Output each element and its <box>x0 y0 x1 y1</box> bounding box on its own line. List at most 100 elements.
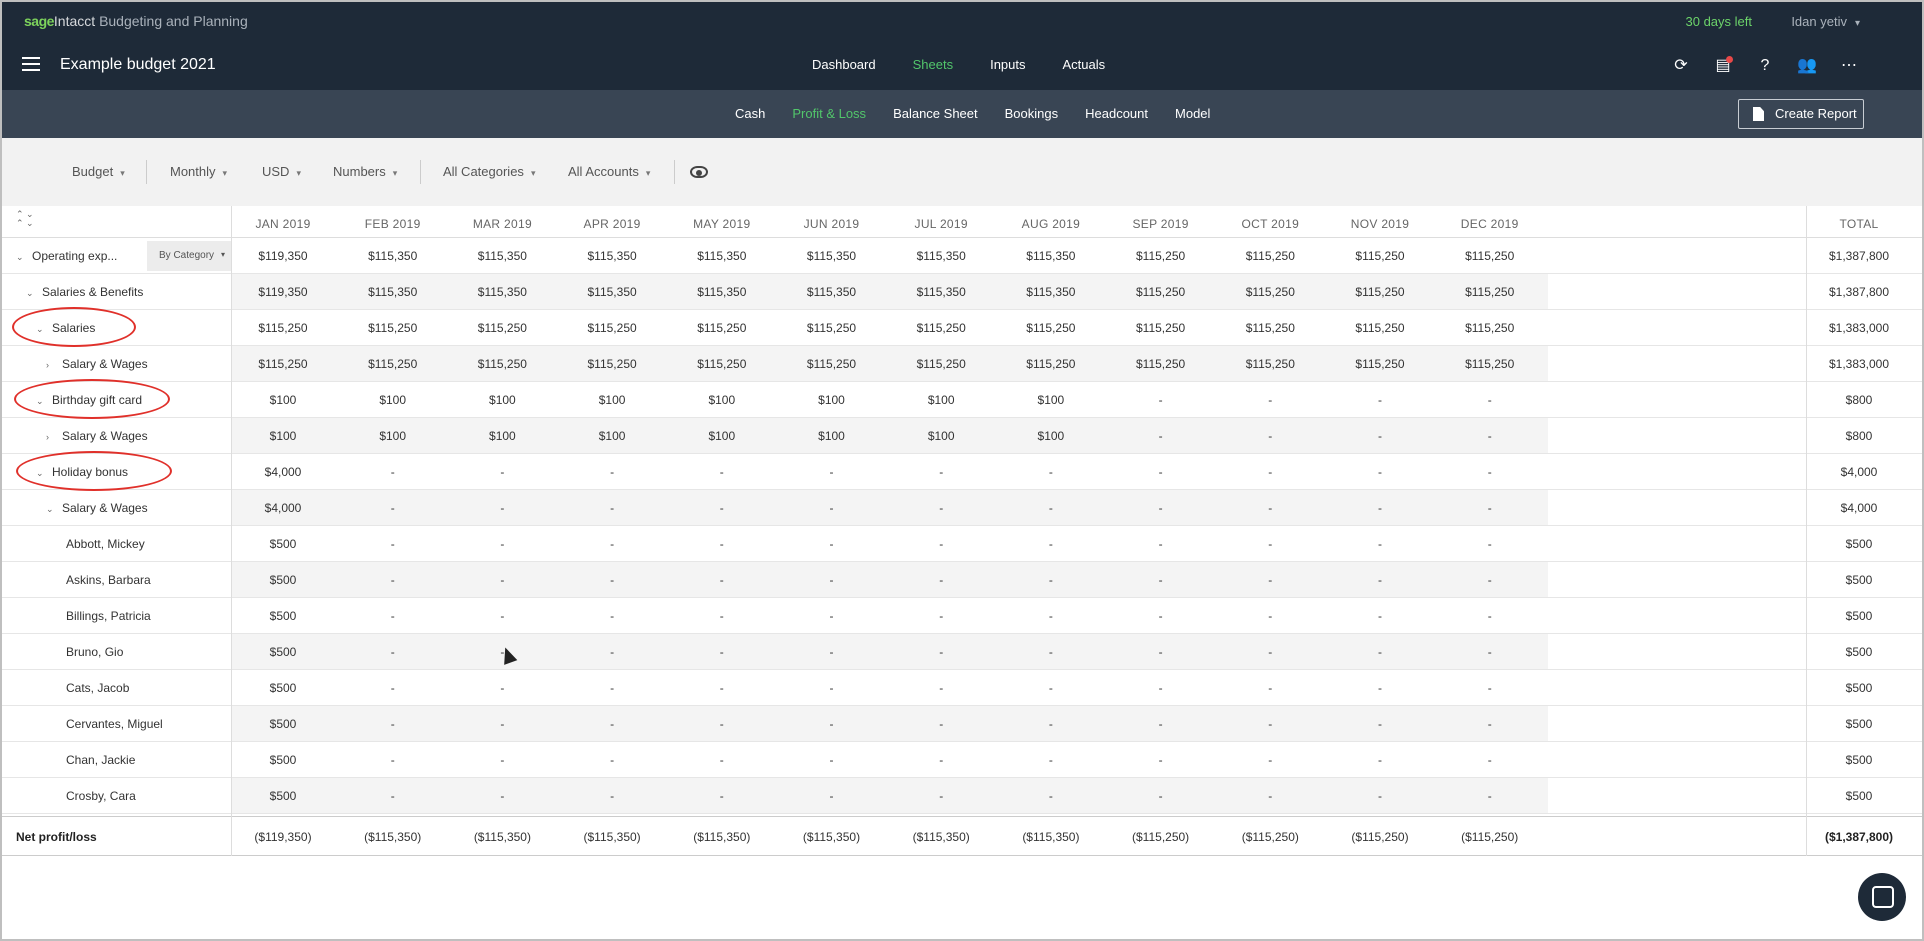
value-cell[interactable]: $115,250 <box>806 321 857 335</box>
value-cell[interactable]: - <box>1487 753 1492 767</box>
value-cell[interactable]: - <box>1378 609 1382 623</box>
value-cell[interactable]: $100 <box>708 429 736 443</box>
value-cell[interactable]: - <box>390 609 395 623</box>
row-label[interactable]: Billings, Patricia <box>66 609 151 623</box>
row-label[interactable]: Askins, Barbara <box>66 573 151 587</box>
value-cell[interactable]: $119,350 <box>258 285 308 299</box>
value-cell[interactable]: $115,250 <box>587 357 637 371</box>
value-cell[interactable]: - <box>1158 537 1163 551</box>
categories-dropdown[interactable]: All Categories ▾ <box>443 164 535 179</box>
value-cell[interactable]: $500 <box>269 645 297 659</box>
value-cell[interactable]: $115,350 <box>697 285 747 299</box>
value-cell[interactable]: - <box>1158 681 1163 695</box>
sheet-tab-headcount[interactable]: Headcount <box>1085 106 1149 121</box>
value-cell[interactable]: $115,250 <box>1136 321 1186 335</box>
value-cell[interactable]: - <box>939 681 944 695</box>
nav-tab-sheets[interactable]: Sheets <box>912 57 954 72</box>
value-cell[interactable]: - <box>1268 645 1273 659</box>
value-cell[interactable]: - <box>1378 501 1382 515</box>
value-cell[interactable]: - <box>1487 429 1492 443</box>
value-cell[interactable]: - <box>1048 789 1053 803</box>
value-cell[interactable]: - <box>610 717 615 731</box>
value-cell[interactable]: - <box>390 681 395 695</box>
value-cell[interactable]: $115,350 <box>806 285 857 299</box>
value-cell[interactable]: - <box>1158 717 1163 731</box>
value-cell[interactable]: - <box>1378 465 1382 479</box>
value-cell[interactable]: - <box>1158 609 1163 623</box>
more-icon[interactable]: ⋯ <box>1841 57 1857 74</box>
value-cell[interactable]: $115,250 <box>368 357 418 371</box>
value-cell[interactable]: $100 <box>269 393 297 407</box>
chat-icon[interactable] <box>1858 873 1906 921</box>
chevron-down-icon[interactable]: ⌄ <box>46 504 54 514</box>
value-cell[interactable]: $100 <box>269 429 297 443</box>
row-label[interactable]: Chan, Jackie <box>66 753 135 767</box>
value-cell[interactable]: $115,250 <box>697 321 747 335</box>
value-cell[interactable]: $115,350 <box>368 285 418 299</box>
value-cell[interactable]: - <box>939 537 944 551</box>
value-cell[interactable]: $115,350 <box>587 249 637 263</box>
value-cell[interactable]: $100 <box>598 429 626 443</box>
nav-tab-inputs[interactable]: Inputs <box>990 57 1026 72</box>
value-cell[interactable]: - <box>500 717 505 731</box>
value-cell[interactable]: $500 <box>269 681 297 695</box>
value-cell[interactable]: - <box>829 717 834 731</box>
value-cell[interactable]: - <box>1048 609 1053 623</box>
value-cell[interactable]: $4,000 <box>264 501 302 515</box>
hamburger-menu-icon[interactable] <box>22 57 40 73</box>
value-cell[interactable]: - <box>1048 681 1053 695</box>
table-row[interactable]: ⌄ Salaries & Benefits $119,350 $115,350 $115… <box>2 274 1922 310</box>
value-cell[interactable]: - <box>390 537 395 551</box>
value-cell[interactable]: - <box>390 645 395 659</box>
value-cell[interactable]: - <box>1268 609 1273 623</box>
value-cell[interactable]: - <box>829 789 834 803</box>
table-row[interactable]: ⌄ Operating exp... By Category ▾ $119,350 $11… <box>2 238 1922 274</box>
table-row[interactable]: Billings, Patricia $500 - - - - - - - - - - - $500 <box>2 598 1922 634</box>
value-cell[interactable]: - <box>1487 717 1492 731</box>
value-cell[interactable]: $115,250 <box>1465 285 1515 299</box>
table-row[interactable]: ⌄ Salary & Wages $4,000 - - - - - - - - - - - $4,000 <box>2 490 1922 526</box>
table-row[interactable]: Askins, Barbara $500 - - - - - - - - - - - $500 <box>2 562 1922 598</box>
value-cell[interactable]: $100 <box>489 429 516 443</box>
user-menu[interactable]: Idan yetiv ▾ <box>1791 14 1860 29</box>
value-cell[interactable]: $115,250 <box>1465 357 1515 371</box>
value-cell[interactable]: - <box>1378 537 1382 551</box>
value-cell[interactable]: $4,000 <box>264 465 302 479</box>
value-cell[interactable]: - <box>939 789 944 803</box>
value-cell[interactable]: - <box>1158 501 1163 515</box>
value-cell[interactable]: $115,250 <box>1465 249 1515 263</box>
value-cell[interactable]: - <box>829 573 834 587</box>
value-cell[interactable]: - <box>1048 645 1053 659</box>
value-cell[interactable]: $115,250 <box>1245 249 1295 263</box>
value-cell[interactable]: - <box>719 717 724 731</box>
sheet-tab-bookings[interactable]: Bookings <box>1004 106 1059 121</box>
value-cell[interactable]: $115,250 <box>1355 285 1405 299</box>
value-cell[interactable]: - <box>939 609 944 623</box>
value-cell[interactable]: $115,250 <box>916 357 966 371</box>
value-cell[interactable]: - <box>1378 789 1382 803</box>
value-cell[interactable]: $115,250 <box>1026 357 1076 371</box>
value-cell[interactable]: - <box>390 789 395 803</box>
value-cell[interactable]: - <box>719 537 724 551</box>
group-by-dropdown[interactable]: By Category ▾ <box>147 241 231 271</box>
value-cell[interactable]: $115,250 <box>1245 357 1295 371</box>
value-cell[interactable]: - <box>1268 573 1273 587</box>
value-cell[interactable]: $115,250 <box>1136 357 1186 371</box>
row-label[interactable]: › Salary & Wages <box>46 429 148 443</box>
value-cell[interactable]: - <box>939 501 944 515</box>
value-cell[interactable]: - <box>939 573 944 587</box>
row-label[interactable]: › Salary & Wages <box>46 357 148 371</box>
value-cell[interactable]: $119,350 <box>258 249 308 263</box>
value-cell[interactable]: - <box>1487 645 1492 659</box>
value-cell[interactable]: $115,350 <box>587 285 637 299</box>
row-label[interactable]: ⌄ Operating exp... <box>16 249 117 263</box>
value-cell[interactable]: - <box>1487 465 1492 479</box>
value-cell[interactable]: $100 <box>1037 393 1065 407</box>
value-cell[interactable]: - <box>1158 789 1163 803</box>
value-cell[interactable]: $115,250 <box>1136 249 1186 263</box>
value-cell[interactable]: - <box>1048 537 1053 551</box>
value-cell[interactable]: - <box>1158 429 1163 443</box>
sheet-tab-balance-sheet[interactable]: Balance Sheet <box>893 106 978 121</box>
value-cell[interactable]: - <box>829 609 834 623</box>
value-cell[interactable]: - <box>500 645 505 659</box>
